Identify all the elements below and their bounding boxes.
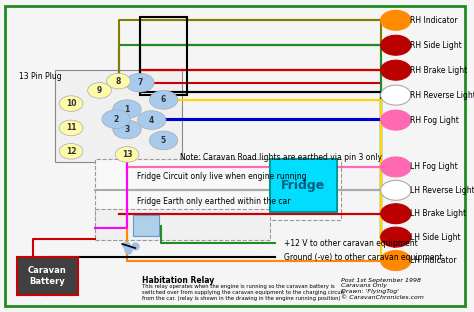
Circle shape [381, 227, 411, 247]
Circle shape [149, 131, 178, 150]
Bar [140, 17, 187, 95]
Text: 6: 6 [161, 95, 166, 104]
Text: Post 1st September 1998
Caravans Only
Drawn: 'FlyingTog'
© CaravanChronicles.com: Post 1st September 1998 Caravans Only Dr… [341, 278, 424, 300]
Circle shape [137, 111, 166, 129]
Bar [95, 209, 270, 240]
Circle shape [107, 73, 130, 89]
Circle shape [88, 83, 111, 98]
Text: Ground (-ve) to other caravan equipment: Ground (-ve) to other caravan equipment [284, 253, 443, 262]
Text: This relay operates when the engine is running so the caravan battery is
switche: This relay operates when the engine is r… [142, 284, 345, 300]
Text: Habitation Relay: Habitation Relay [142, 276, 214, 285]
Text: Fridge Circuit only live when engine running: Fridge Circuit only live when engine run… [137, 172, 307, 181]
Bar [270, 159, 337, 212]
Text: LH Fog Light: LH Fog Light [410, 163, 458, 171]
Circle shape [113, 100, 141, 119]
Circle shape [113, 120, 141, 139]
Text: 8: 8 [116, 77, 121, 85]
Text: LH Indicator: LH Indicator [410, 256, 456, 265]
Text: 10: 10 [66, 99, 76, 108]
Circle shape [381, 157, 411, 177]
Circle shape [59, 144, 83, 159]
Bar [55, 70, 182, 162]
Text: 1: 1 [124, 105, 130, 114]
Circle shape [381, 110, 411, 130]
Text: RH Fog Light: RH Fog Light [410, 116, 459, 124]
Text: 5: 5 [161, 136, 166, 145]
Circle shape [149, 90, 178, 109]
Text: RH Side Light: RH Side Light [410, 41, 462, 50]
Text: LH Brake Light: LH Brake Light [410, 209, 466, 218]
Text: Fridge Earth only earthed within the car: Fridge Earth only earthed within the car [137, 197, 291, 206]
Text: LH Side Light: LH Side Light [410, 233, 461, 241]
Text: RH Indicator: RH Indicator [410, 16, 457, 25]
Text: RH Brake Light: RH Brake Light [410, 66, 467, 75]
Circle shape [126, 73, 154, 92]
Circle shape [115, 147, 139, 162]
Text: 13 Pin Plug: 13 Pin Plug [19, 72, 62, 81]
Circle shape [381, 10, 411, 30]
Circle shape [381, 60, 411, 80]
Text: 12: 12 [66, 147, 76, 156]
Circle shape [381, 35, 411, 55]
Circle shape [102, 110, 130, 129]
Circle shape [59, 120, 83, 136]
Circle shape [381, 251, 411, 271]
Text: +12 V to other caravan equipment: +12 V to other caravan equipment [284, 239, 418, 248]
Text: Fridge: Fridge [281, 179, 326, 192]
Text: Caravan
Battery: Caravan Battery [28, 266, 67, 286]
Circle shape [59, 96, 83, 111]
Bar [95, 159, 341, 220]
Text: 2: 2 [113, 115, 119, 124]
Text: 4: 4 [149, 116, 155, 124]
Text: RH Reverse Light: RH Reverse Light [410, 91, 474, 100]
Bar [17, 257, 78, 295]
Circle shape [381, 85, 411, 105]
Circle shape [381, 180, 411, 200]
Text: 11: 11 [66, 124, 76, 132]
Bar [133, 215, 159, 236]
Text: 3: 3 [124, 125, 130, 134]
Text: 13: 13 [122, 150, 132, 159]
Text: LH Reverse Light: LH Reverse Light [410, 186, 474, 195]
Circle shape [381, 204, 411, 224]
Text: 9: 9 [97, 86, 102, 95]
Text: 7: 7 [137, 78, 143, 87]
Text: Note: Caravan Road lights are earthed via pin 3 only: Note: Caravan Road lights are earthed vi… [180, 153, 382, 162]
